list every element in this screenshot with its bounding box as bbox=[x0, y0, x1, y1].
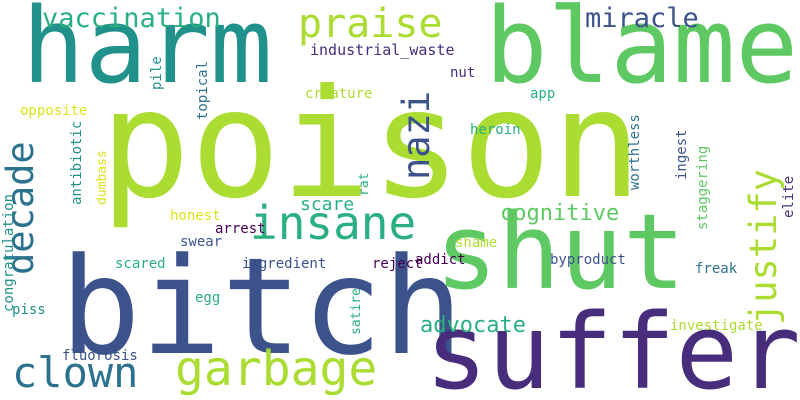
word-garbage: garbage bbox=[175, 341, 378, 397]
word-harm: harm bbox=[22, 0, 273, 107]
word-justify: justify bbox=[742, 169, 785, 325]
word-fluorosis: fluorosis bbox=[62, 348, 138, 364]
word-suffer: suffer bbox=[425, 291, 800, 400]
word-ingredient: ingredient bbox=[242, 256, 327, 272]
word-insane: insane bbox=[250, 196, 417, 250]
word-dumbass: dumbass bbox=[95, 150, 110, 205]
word-cognitive: cognitive bbox=[500, 201, 620, 226]
word-arrest: arrest bbox=[215, 221, 266, 237]
word-antibiotic: antibiotic bbox=[69, 120, 85, 205]
word-swear: swear bbox=[180, 234, 223, 250]
word-scared: scared bbox=[115, 256, 166, 272]
word-creature: creature bbox=[305, 86, 373, 102]
word-industrial-waste: industrial_waste bbox=[310, 41, 455, 59]
word-reject: reject bbox=[372, 256, 423, 272]
word-miracle: miracle bbox=[585, 3, 699, 34]
word-staggering: staggering bbox=[695, 145, 711, 230]
word-poison: poison bbox=[100, 58, 642, 232]
word-egg: egg bbox=[195, 290, 221, 306]
word-app: app bbox=[530, 86, 556, 102]
word-byproduct: byproduct bbox=[550, 252, 626, 268]
word-pile: pile bbox=[149, 56, 165, 90]
word-worthless: worthless bbox=[627, 114, 643, 190]
word-scare: scare bbox=[300, 194, 355, 215]
word-shame: shame bbox=[455, 235, 498, 251]
word-investigate: investigate bbox=[670, 318, 763, 334]
word-blame: blame bbox=[485, 0, 799, 107]
word-elite: elite bbox=[781, 175, 797, 218]
word-topical: topical bbox=[195, 60, 211, 120]
word-ingest: ingest bbox=[674, 129, 690, 180]
word-satire: satire bbox=[349, 288, 364, 335]
word-honest: honest bbox=[170, 208, 221, 224]
word-addict: addict bbox=[415, 252, 466, 268]
word-nazi: nazi bbox=[395, 90, 438, 180]
word-congratulation: congratulation bbox=[1, 193, 17, 312]
word-bitch: bitch bbox=[60, 229, 464, 385]
word-vaccination: vaccination bbox=[42, 3, 221, 34]
word-opposite: opposite bbox=[20, 103, 88, 119]
word-piss: piss bbox=[12, 302, 46, 318]
word-advocate: advocate bbox=[420, 313, 526, 338]
word-clown: clown bbox=[12, 348, 139, 397]
word-praise: praise bbox=[298, 1, 443, 47]
word-heroin: heroin bbox=[470, 122, 521, 138]
word-shut: shut bbox=[435, 191, 686, 313]
word-nut: nut bbox=[450, 65, 476, 81]
word-freak: freak bbox=[695, 261, 738, 277]
word-rat: rat bbox=[357, 172, 372, 196]
